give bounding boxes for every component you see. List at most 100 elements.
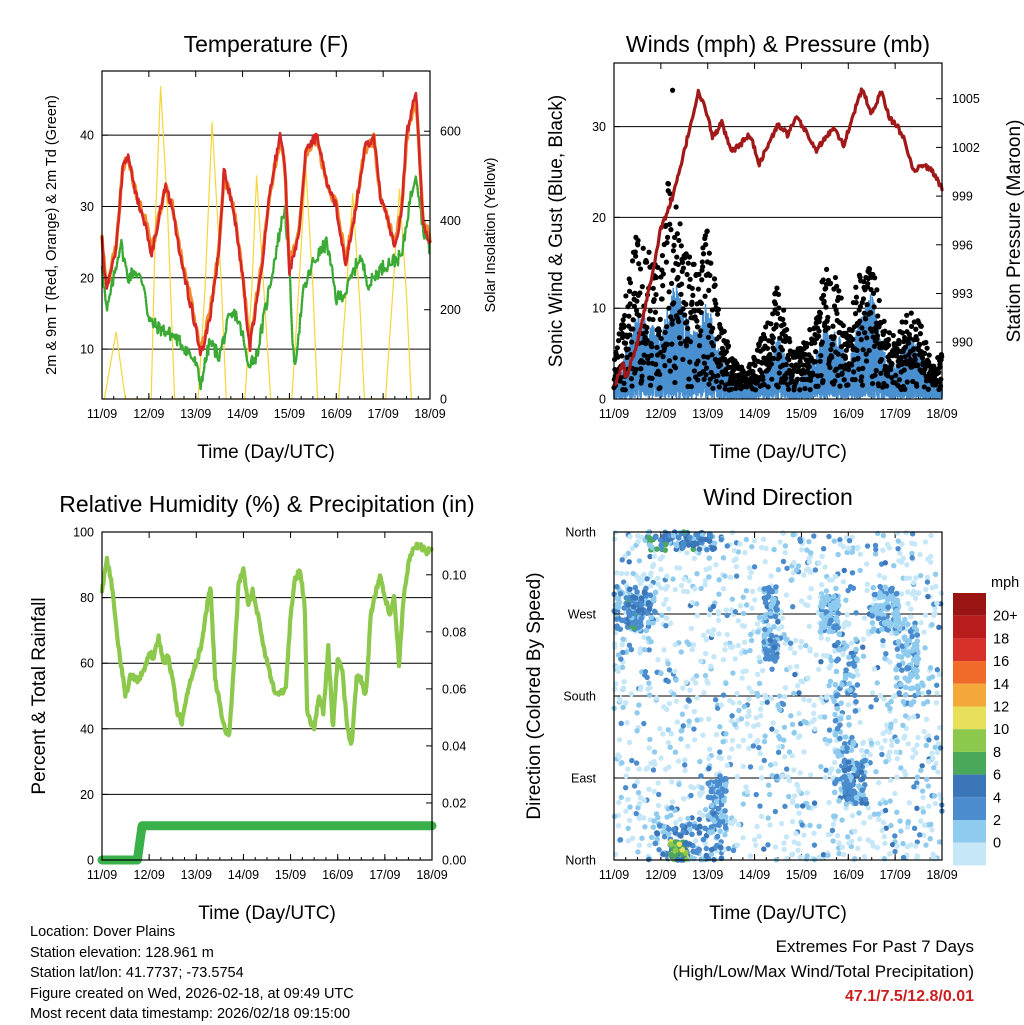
direction-point (819, 582, 824, 587)
direction-point (936, 625, 941, 630)
direction-point (934, 690, 939, 695)
gust-point (822, 299, 827, 304)
direction-point (687, 535, 693, 541)
gust-point (760, 377, 765, 382)
direction-point (787, 665, 792, 670)
gust-point (864, 302, 869, 307)
gust-point (657, 372, 662, 377)
gust-point (897, 377, 902, 382)
direction-point (637, 843, 642, 848)
direction-point (894, 774, 899, 779)
gust-point (663, 330, 668, 335)
direction-point (860, 645, 865, 650)
direction-point (791, 730, 796, 735)
direction-point (674, 543, 680, 549)
gust-point (623, 341, 628, 346)
gust-point (671, 300, 676, 305)
direction-point (617, 737, 622, 742)
gust-point (724, 371, 729, 376)
gust-point (851, 369, 856, 374)
direction-point (668, 841, 674, 847)
direction-point (873, 769, 878, 774)
gust-point (834, 284, 839, 289)
direction-point (663, 597, 668, 602)
direction-point (689, 626, 694, 631)
x-tick-label: 13/09 (692, 868, 723, 882)
direction-point (799, 639, 804, 644)
gust-point (843, 356, 848, 361)
direction-point (766, 815, 771, 820)
direction-point (887, 659, 892, 664)
direction-point (729, 713, 734, 718)
gust-max-point (670, 88, 675, 93)
x-tick-label: 14/09 (739, 407, 770, 421)
gust-point (867, 348, 872, 353)
direction-point (616, 652, 621, 657)
direction-point (934, 601, 939, 606)
direction-point (768, 695, 773, 700)
direction-point (748, 733, 753, 738)
direction-point (645, 686, 650, 691)
x-tick-label: 17/09 (368, 407, 399, 421)
gust-point (854, 300, 859, 305)
gust-point (864, 358, 869, 363)
direction-point (895, 530, 900, 535)
direction-point (846, 702, 851, 707)
direction-point (712, 540, 718, 546)
direction-point (919, 680, 924, 685)
direction-point (754, 691, 759, 696)
gust-point (675, 275, 680, 280)
direction-point (708, 795, 714, 801)
gust-point (653, 310, 658, 315)
direction-point (718, 845, 724, 851)
direction-point (769, 666, 774, 671)
direction-point (737, 541, 742, 546)
direction-point (746, 697, 751, 702)
gust-point (678, 292, 683, 297)
direction-point (762, 739, 767, 744)
direction-point (865, 543, 870, 548)
direction-point (935, 667, 940, 672)
direction-point (690, 647, 695, 652)
direction-point (682, 576, 687, 581)
gust-point (696, 286, 701, 291)
direction-point (642, 590, 648, 596)
direction-point (887, 749, 892, 754)
direction-point (888, 778, 893, 783)
direction-point (757, 751, 762, 756)
gust-point (836, 288, 841, 293)
direction-point (849, 640, 854, 645)
direction-point (740, 669, 745, 674)
gust-point (648, 383, 653, 388)
direction-point (920, 788, 925, 793)
direction-point (881, 731, 886, 736)
direction-point (796, 810, 801, 815)
direction-point (832, 760, 837, 765)
direction-point (731, 848, 736, 853)
direction-point (762, 758, 767, 763)
direction-point (702, 826, 708, 832)
gust-point (855, 356, 860, 361)
direction-point (794, 567, 799, 572)
direction-point (816, 560, 821, 565)
gust-point (690, 286, 695, 291)
direction-point (719, 537, 724, 542)
direction-point (648, 583, 653, 588)
direction-point (774, 774, 779, 779)
direction-point (697, 830, 703, 836)
gust-point (688, 277, 693, 282)
direction-point (880, 547, 885, 552)
direction-point (714, 799, 720, 805)
gust-point (913, 327, 918, 332)
direction-point (755, 738, 760, 743)
direction-point (833, 586, 838, 591)
gust-point (712, 276, 717, 281)
direction-point (666, 826, 672, 832)
direction-point (776, 626, 781, 631)
gust-point (872, 275, 877, 280)
direction-point (776, 567, 781, 572)
direction-point (825, 853, 830, 858)
gust-point (774, 322, 779, 327)
direction-point (841, 579, 846, 584)
